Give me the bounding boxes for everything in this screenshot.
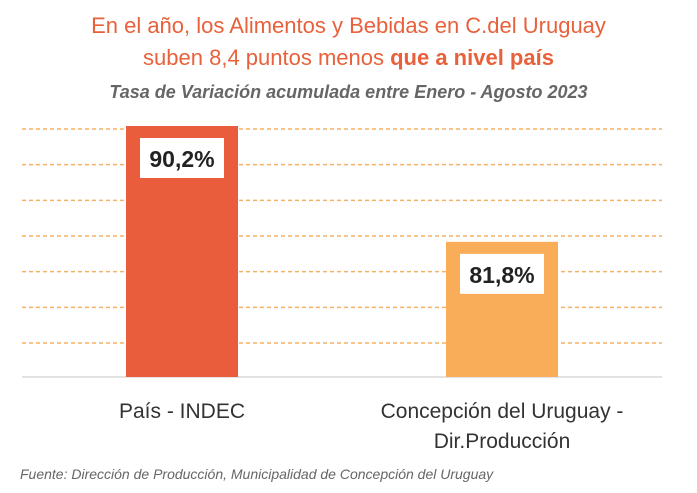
data-label: 81,8% (469, 262, 534, 288)
data-label: 90,2% (149, 146, 214, 172)
chart-title-line-1: En el año, los Alimentos y Bebidas en C.… (91, 13, 606, 38)
source-note: Fuente: Dirección de Producción, Municip… (20, 466, 494, 482)
chart-subtitle: Tasa de Variación acumulada entre Enero … (109, 82, 588, 102)
title-emphasis-part: que a nivel país (390, 45, 554, 70)
category-label: Dir.Producción (434, 430, 571, 453)
category-label: Concepción del Uruguay - (381, 400, 624, 423)
title-normal-part: suben 8,4 puntos menos (143, 45, 391, 70)
data-label-box (140, 138, 224, 178)
chart-title-line-2: suben 8,4 puntos menos que a nivel país (0, 44, 697, 72)
data-label-box (460, 253, 544, 294)
category-label: País - INDEC (119, 400, 245, 423)
